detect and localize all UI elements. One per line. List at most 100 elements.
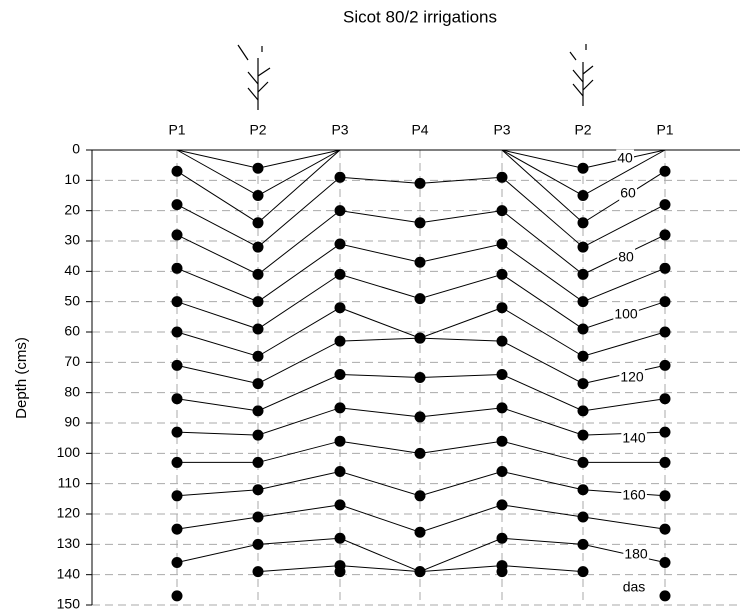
x-tick-label: P2: [574, 122, 591, 138]
point: [171, 326, 183, 338]
point: [659, 393, 671, 405]
point: [171, 229, 183, 241]
point: [252, 241, 264, 253]
annotation-background: [619, 184, 637, 201]
point: [577, 268, 589, 280]
point: [252, 378, 264, 390]
point: [414, 293, 426, 305]
point: [659, 426, 671, 438]
point: [659, 296, 671, 308]
annotation-background: [619, 368, 645, 385]
point: [414, 490, 426, 502]
point: [334, 335, 346, 347]
point: [496, 302, 508, 314]
point: [171, 590, 183, 602]
point: [577, 511, 589, 523]
point: [659, 262, 671, 274]
y-tick-label: 130: [57, 535, 81, 551]
point: [252, 484, 264, 496]
annotation: 80: [618, 249, 634, 265]
x-tick-label: P3: [331, 122, 348, 138]
point: [252, 429, 264, 441]
point: [577, 217, 589, 229]
point: [334, 499, 346, 511]
annotation: 40: [617, 150, 633, 166]
annotation-background: [616, 149, 634, 166]
point: [334, 171, 346, 183]
annotation-background: [621, 578, 647, 595]
point: [334, 566, 346, 578]
profile-line: [176, 243, 666, 303]
plant-icon: [237, 44, 271, 110]
y-tick-label: 30: [64, 232, 80, 248]
point: [414, 447, 426, 459]
point: [496, 238, 508, 250]
y-tick-label: 100: [57, 444, 81, 460]
point: [171, 557, 183, 569]
point: [496, 205, 508, 217]
y-tick-label: 90: [64, 414, 80, 430]
point: [496, 171, 508, 183]
point: [414, 217, 426, 229]
annotation: 60: [620, 185, 636, 201]
annotation-background: [621, 429, 647, 446]
point: [496, 566, 508, 578]
point: [252, 217, 264, 229]
point: [171, 165, 183, 177]
point: [577, 296, 589, 308]
point: [334, 205, 346, 217]
point: [496, 435, 508, 447]
annotation-background: [621, 486, 647, 503]
point: [334, 302, 346, 314]
point: [171, 199, 183, 211]
annotation: 140: [622, 430, 646, 446]
annotation-background: [613, 305, 639, 322]
point: [252, 566, 264, 578]
y-tick-label: 50: [64, 292, 80, 308]
point: [334, 238, 346, 250]
point: [171, 490, 183, 502]
point: [252, 350, 264, 362]
point: [414, 332, 426, 344]
annotation: das: [623, 579, 646, 595]
point: [659, 523, 671, 535]
point: [252, 511, 264, 523]
x-tick-label: P3: [493, 122, 510, 138]
point: [171, 393, 183, 405]
point: [577, 405, 589, 417]
point: [577, 566, 589, 578]
point: [577, 429, 589, 441]
point: [577, 323, 589, 335]
point: [496, 368, 508, 380]
annotation: 160: [622, 487, 646, 503]
point: [659, 557, 671, 569]
point: [334, 368, 346, 380]
point: [659, 199, 671, 211]
point: [414, 372, 426, 383]
y-axis-label: Depth (cms): [13, 337, 30, 419]
point: [171, 523, 183, 535]
y-tick-label: 60: [64, 323, 80, 339]
point: [171, 456, 183, 468]
point: [496, 499, 508, 511]
point: [496, 466, 508, 478]
y-tick-label: 20: [64, 201, 80, 217]
chart-title: Sicot 80/2 irrigations: [343, 7, 497, 26]
y-tick-label: 120: [57, 505, 81, 521]
point: [577, 162, 589, 174]
x-tick-label: P1: [168, 122, 185, 138]
point: [334, 268, 346, 280]
point: [252, 405, 264, 417]
point: [171, 426, 183, 438]
point: [414, 566, 426, 578]
point: [496, 402, 508, 414]
point: [496, 335, 508, 347]
y-tick-label: 10: [64, 171, 80, 187]
y-tick-label: 150: [57, 596, 81, 612]
point: [334, 532, 346, 544]
point: [659, 590, 671, 602]
point: [496, 532, 508, 544]
point: [577, 350, 589, 362]
y-tick-label: 110: [58, 474, 81, 490]
